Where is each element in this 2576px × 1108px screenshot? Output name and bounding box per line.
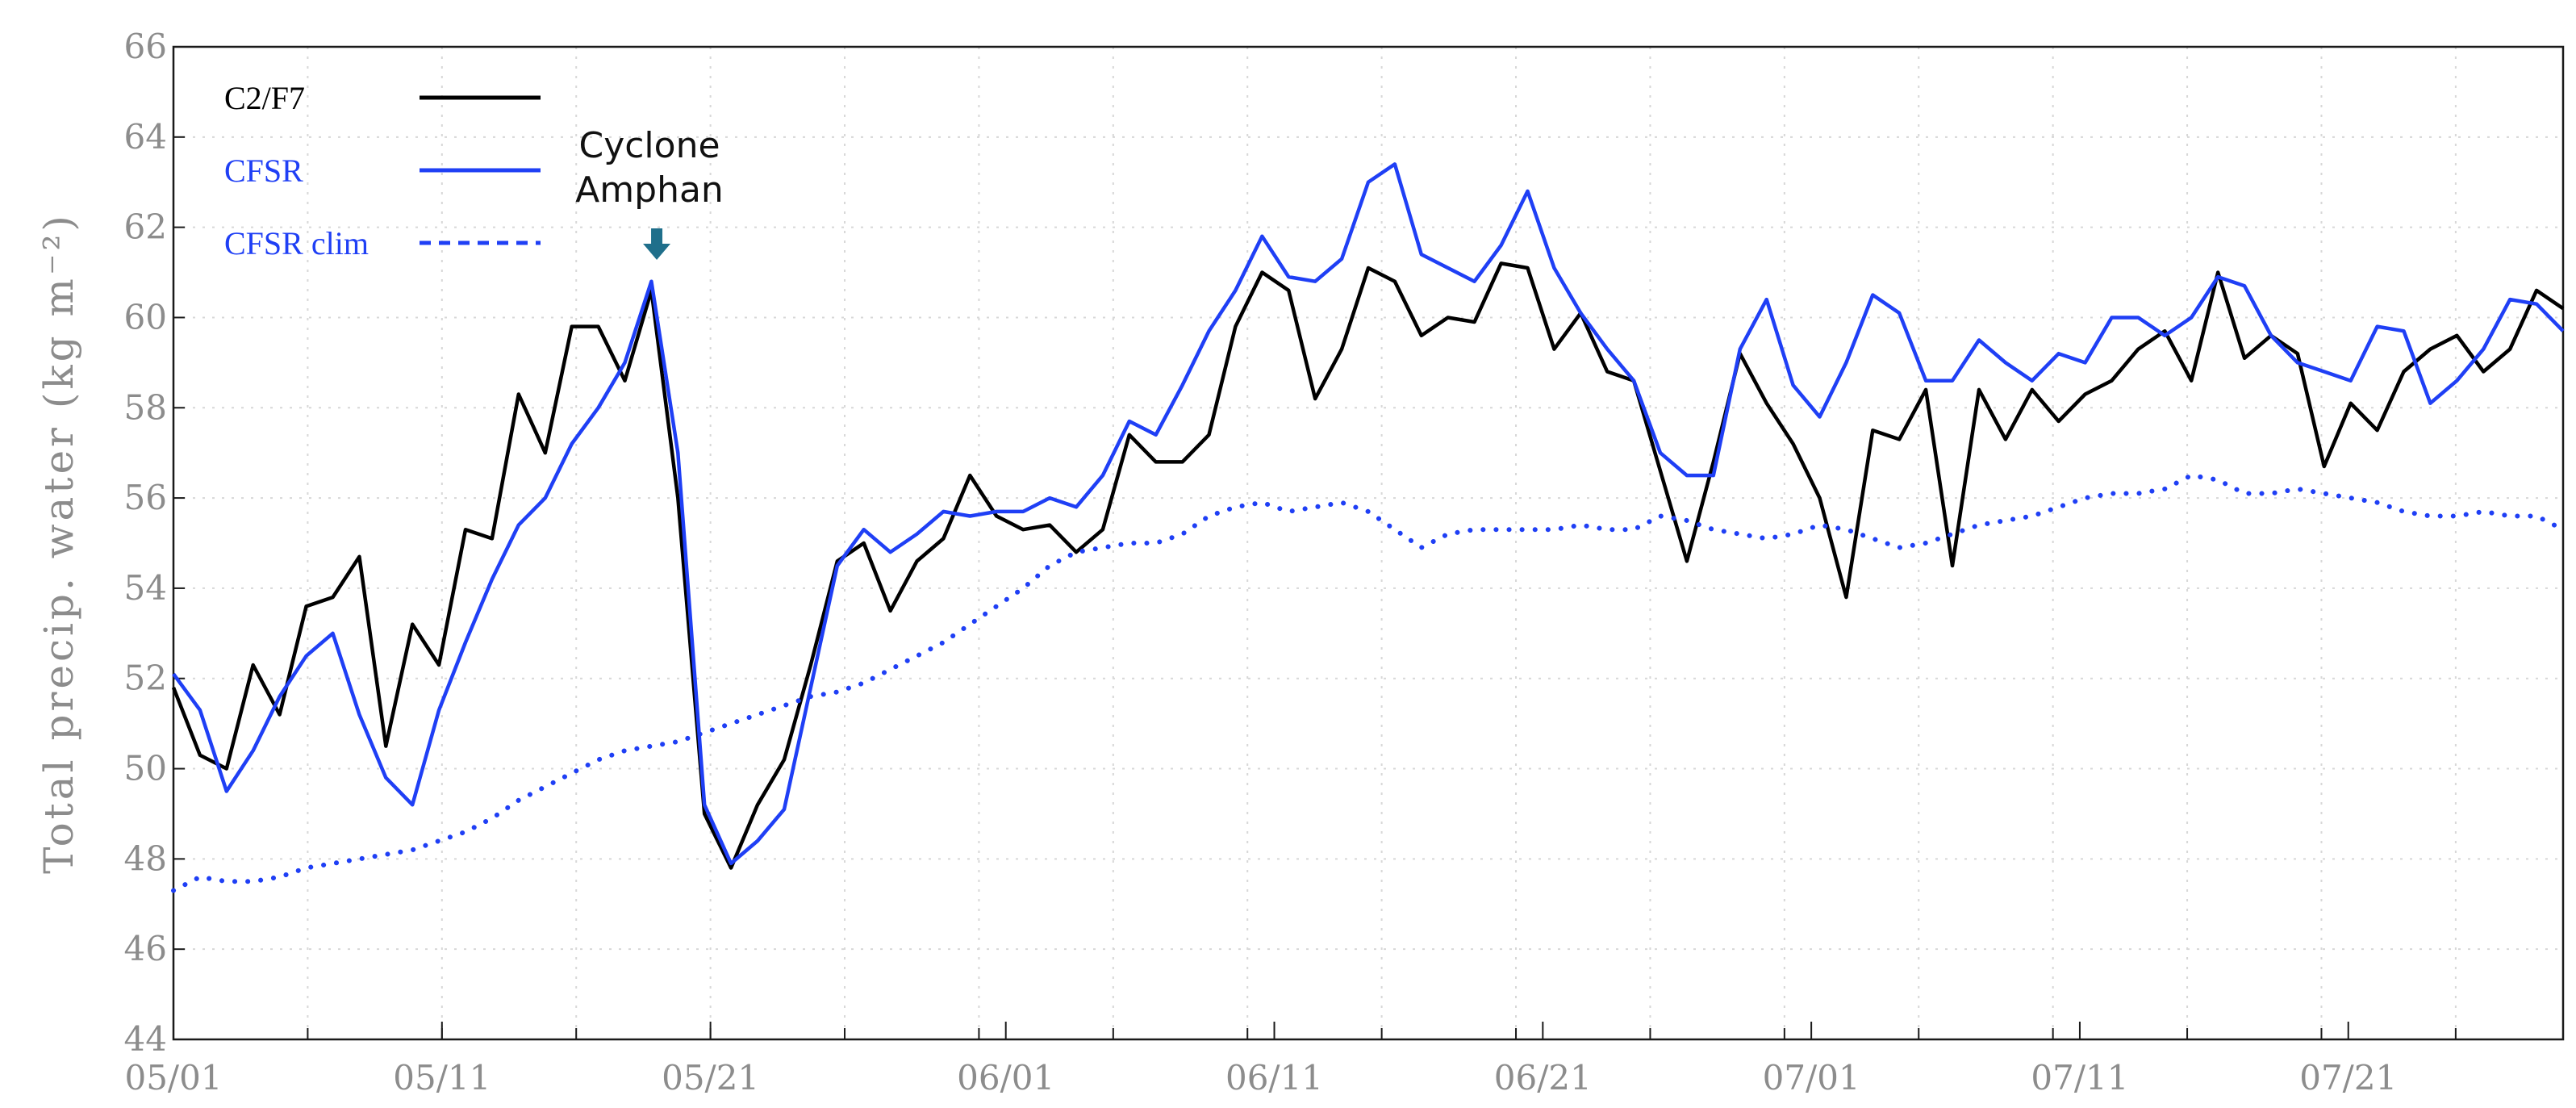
series-line-cfsr-clim <box>171 473 2566 893</box>
grid-lines <box>173 47 2563 1039</box>
annotation-line-1: Cyclone <box>578 125 720 166</box>
series-lines <box>171 162 2566 893</box>
cyclone-amphan-annotation: Cyclone Amphan <box>575 125 724 260</box>
y-tick-label: 48 <box>124 838 167 878</box>
y-axis-title: Total precip. water (kg m⁻²) <box>35 212 82 874</box>
y-tick-label: 54 <box>124 568 167 608</box>
y-tick-label: 66 <box>124 27 167 66</box>
y-tick-label: 56 <box>124 478 167 517</box>
series-line-c2-f7 <box>171 261 2565 870</box>
x-tick-label: 07/01 <box>1763 1058 1860 1098</box>
x-axis-ticks: 05/01 05/11 05/21 06/01 06/11 06/21 07/01 07/11… <box>124 1022 2457 1098</box>
series-line-cfsr <box>172 162 2565 866</box>
x-tick-label: 06/11 <box>1225 1058 1323 1098</box>
legend-label: C2/F7 <box>224 80 305 116</box>
x-tick-label: 05/21 <box>662 1058 759 1098</box>
y-tick-label: 44 <box>124 1019 167 1059</box>
x-tick-label: 05/11 <box>393 1058 491 1098</box>
y-tick-label: 58 <box>124 387 167 427</box>
y-axis-ticks: 44 46 48 50 52 54 56 58 60 62 64 66 <box>124 27 185 1059</box>
y-tick-label: 64 <box>124 117 167 157</box>
x-tick-label: 07/11 <box>2031 1058 2128 1098</box>
x-tick-label: 06/01 <box>957 1058 1054 1098</box>
annotation-line-2: Amphan <box>575 169 724 211</box>
y-tick-label: 60 <box>124 297 167 337</box>
y-tick-label: 62 <box>124 207 167 247</box>
legend-label: CFSR clim <box>224 225 369 261</box>
y-tick-label: 46 <box>124 929 167 968</box>
y-tick-label: 52 <box>124 659 167 698</box>
x-tick-label: 06/21 <box>1494 1058 1592 1098</box>
plot-area-frame <box>172 45 2565 1041</box>
down-arrow-icon <box>643 228 671 260</box>
legend: C2/F7 CFSR CFSR clim <box>224 80 541 261</box>
x-tick-label: 07/21 <box>2299 1058 2397 1098</box>
y-tick-label: 50 <box>124 749 167 788</box>
x-tick-label: 05/01 <box>124 1058 222 1098</box>
legend-label: CFSR <box>224 153 303 189</box>
